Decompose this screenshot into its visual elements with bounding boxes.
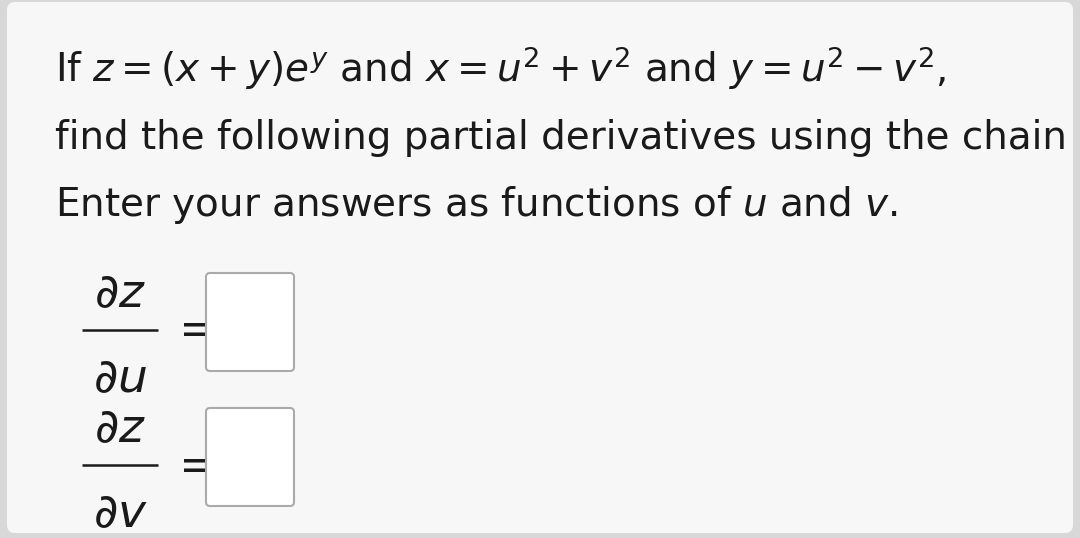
Text: Enter your answers as functions of $u$ and $v$.: Enter your answers as functions of $u$ a… [55, 184, 897, 226]
Text: $\partial v$: $\partial v$ [93, 492, 148, 537]
FancyBboxPatch shape [206, 273, 294, 371]
FancyBboxPatch shape [206, 408, 294, 506]
Text: If $z = (x + y)e^y$ and $x = u^2 + v^2$ and $y = u^2 - v^2$,: If $z = (x + y)e^y$ and $x = u^2 + v^2$ … [55, 44, 946, 92]
Text: $\partial z$: $\partial z$ [94, 273, 146, 317]
FancyBboxPatch shape [6, 2, 1074, 533]
Text: $\partial z$: $\partial z$ [94, 407, 146, 452]
Text: $=$: $=$ [170, 442, 215, 487]
Text: $=$: $=$ [170, 308, 215, 352]
Text: $\partial u$: $\partial u$ [93, 357, 147, 402]
Text: find the following partial derivatives using the chain rule.: find the following partial derivatives u… [55, 119, 1080, 157]
